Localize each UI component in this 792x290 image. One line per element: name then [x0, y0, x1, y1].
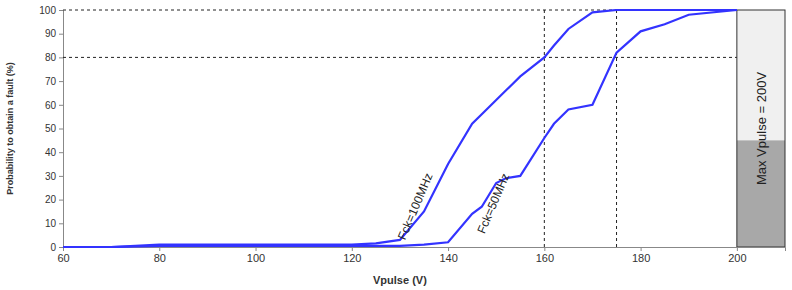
x-tick: 60 — [57, 247, 69, 264]
y-tick-mark — [59, 10, 63, 11]
x-tick-label: 60 — [57, 252, 69, 264]
y-tick-label: 100 — [39, 5, 56, 16]
annotation-text: Max Vpulse = 200V — [754, 72, 769, 185]
y-tick-label: 80 — [45, 52, 57, 63]
y-tick-label: 70 — [45, 76, 57, 87]
y-axis-line — [59, 11, 64, 248]
y-tick: 10 — [45, 218, 63, 229]
y-tick-mark — [59, 223, 63, 224]
y-tick-label: 50 — [45, 123, 57, 134]
x-tick-mark — [448, 247, 449, 251]
x-tick: 80 — [154, 247, 166, 264]
y-tick: 90 — [45, 28, 63, 39]
series-label: Fck=100MHz — [395, 171, 436, 242]
x-tick: 120 — [343, 247, 361, 264]
y-tick-label: 60 — [45, 100, 57, 111]
y-tick-mark — [59, 57, 63, 58]
x-tick: 200 — [728, 247, 746, 264]
x-axis: 60 80 100 120 140 160 180 200 — [57, 247, 785, 264]
x-tick-label: 120 — [343, 252, 361, 264]
y-tick-mark — [59, 81, 63, 82]
series-line — [63, 10, 737, 247]
y-tick: 40 — [45, 147, 63, 158]
reference-line-h — [63, 57, 737, 58]
y-tick-label: 0 — [50, 242, 56, 253]
plot-area — [63, 10, 737, 247]
reference-line-v — [616, 10, 617, 247]
chart: Max Vpulse = 200V60801001201401601802000… — [0, 0, 792, 290]
annotation-box — [737, 10, 785, 247]
x-tick-mark — [641, 247, 642, 251]
y-tick: 20 — [45, 194, 63, 205]
y-tick-mark — [59, 129, 63, 130]
y-tick: 70 — [45, 76, 63, 87]
y-tick: 30 — [45, 171, 63, 182]
y-tick: 60 — [45, 100, 63, 111]
y-tick: 100 — [39, 5, 63, 16]
y-axis-title: Probability to obtain a fault (%) — [5, 62, 15, 195]
x-tick-mark — [352, 247, 353, 251]
x-tick-label: 180 — [632, 252, 650, 264]
x-tick-label: 80 — [154, 252, 166, 264]
y-tick-label: 40 — [45, 147, 57, 158]
annotation-box-frame — [737, 10, 785, 247]
y-tick-mark — [59, 34, 63, 35]
y-tick-mark — [59, 152, 63, 153]
x-tick-mark — [256, 247, 257, 251]
x-tick-mark — [737, 247, 738, 251]
reference-line-v — [544, 10, 545, 247]
y-tick-label: 10 — [45, 218, 57, 229]
y-tick-mark — [59, 200, 63, 201]
x-axis-line — [64, 248, 786, 252]
y-tick: 80 — [45, 52, 63, 63]
x-tick-label: 100 — [247, 252, 265, 264]
x-tick-label: 140 — [439, 252, 457, 264]
y-tick-label: 90 — [45, 28, 57, 39]
y-tick: 50 — [45, 123, 63, 134]
x-tick: 180 — [632, 247, 650, 264]
x-tick-mark — [544, 247, 545, 251]
x-tick-label: 200 — [728, 252, 746, 264]
y-tick: 0 — [50, 242, 63, 253]
y-tick-mark — [59, 176, 63, 177]
y-tick-label: 30 — [45, 171, 57, 182]
series-label: Fck=50MHz — [474, 171, 512, 236]
y-tick-label: 20 — [45, 194, 57, 205]
x-tick: 100 — [247, 247, 265, 264]
x-tick-label: 160 — [536, 252, 554, 264]
x-axis-title: Vpulse (V) — [373, 274, 427, 286]
y-axis: 0 10 20 30 40 50 60 70 80 90 100 — [39, 5, 63, 253]
x-tick: 140 — [439, 247, 457, 264]
series-line — [63, 10, 737, 247]
y-tick-mark — [59, 105, 63, 106]
y-tick-mark — [59, 247, 63, 248]
x-tick: 160 — [536, 247, 554, 264]
x-tick-mark — [159, 247, 160, 251]
